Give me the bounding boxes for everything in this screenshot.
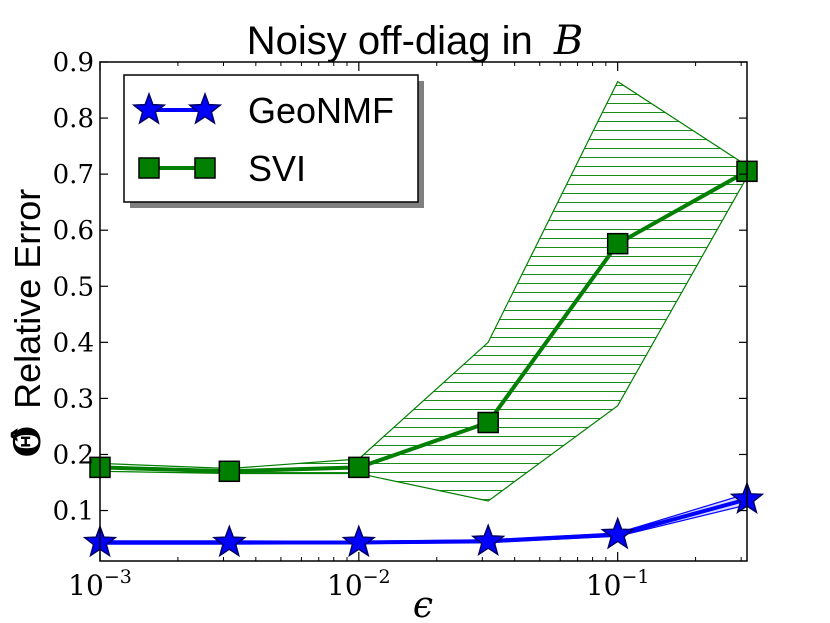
x-tick-label-base-2: 10: [586, 569, 622, 602]
x-tick-label-exp-2: −1: [621, 566, 649, 588]
marker-svi-2: [348, 456, 370, 479]
y-tick-label-2: 0.3: [53, 384, 94, 414]
y-tick-label-6: 0.7: [53, 160, 94, 190]
band-geonmf: [100, 493, 747, 545]
line-svi: [100, 169, 747, 474]
marker-geonmf-4: [600, 516, 635, 550]
marker-svi-1: [218, 460, 241, 483]
y-tick-label-4: 0.5: [53, 272, 94, 302]
marker-geonmf-2: [341, 524, 377, 558]
legend-label-geonmf: GeoNMF: [248, 90, 394, 131]
marker-geonmf-3: [470, 523, 506, 557]
x-tick-label-base-1: 10: [327, 569, 363, 602]
x-axis-label: ϵ: [413, 585, 433, 623]
series-markers: [82, 160, 765, 558]
x-tick-label-base-0: 10: [68, 569, 104, 602]
x-tick-label-1: 10−2: [327, 566, 391, 602]
legend-marker-svi-b: [194, 157, 216, 179]
line-geonmf: [100, 497, 747, 545]
chart-title-text: Noisy off-diag in: [247, 19, 533, 63]
y-tick-label-0: 0.1: [53, 497, 94, 527]
y-axis-label-symbol: Θ̂: [7, 426, 49, 457]
legend-label-svi: SVI: [248, 148, 306, 189]
marker-svi-4: [606, 232, 629, 255]
marker-svi-3: [477, 411, 499, 434]
legend-marker-geonmf-a: [131, 91, 167, 125]
legend-marker-geonmf-b: [187, 91, 223, 125]
x-tick-label-2: 10−1: [586, 566, 650, 602]
plot-frame: [99, 61, 748, 562]
y-tick-label-1: 0.2: [53, 440, 94, 470]
y-axis-label-text: Θ̂ Relative Error: [7, 189, 49, 457]
y-tick-label-5: 0.6: [53, 216, 94, 246]
axis-ticks: 0.10.20.30.40.50.60.70.80.910−3 10−2 10−1: [53, 48, 747, 602]
legend-marker-svi-a: [138, 157, 160, 179]
x-tick-label-0: 10−3: [68, 566, 132, 602]
marker-geonmf-1: [212, 524, 247, 558]
y-tick-label-3: 0.4: [53, 328, 94, 358]
y-axis-label-words: Relative Error: [7, 189, 48, 409]
y-tick-label-8: 0.9: [53, 48, 94, 78]
legend-box: [123, 74, 419, 203]
chart-title-math: B: [553, 18, 583, 64]
x-tick-label-exp-1: −2: [363, 566, 391, 588]
y-tick-label-7: 0.8: [53, 104, 94, 134]
x-tick-label-exp-0: −3: [104, 566, 132, 588]
y-axis-label: Θ̂ Relative Error: [7, 189, 49, 457]
chart-title: Noisy off-diag in B: [247, 18, 584, 64]
series-lines: [100, 169, 747, 545]
legend: GeoNMF SVI: [123, 74, 424, 208]
